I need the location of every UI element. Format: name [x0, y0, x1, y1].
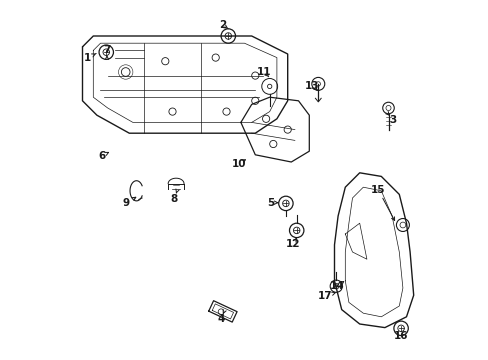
Text: 9: 9: [122, 198, 130, 208]
Text: 1: 1: [84, 53, 91, 63]
Text: 16: 16: [393, 330, 407, 341]
Text: 8: 8: [170, 194, 178, 204]
Text: 6: 6: [99, 150, 106, 161]
Text: 7: 7: [103, 45, 110, 55]
Text: 13: 13: [305, 81, 319, 91]
Text: 15: 15: [370, 185, 385, 195]
Text: 5: 5: [266, 198, 274, 208]
Text: 12: 12: [285, 239, 300, 249]
Text: 2: 2: [219, 20, 226, 30]
Text: 10: 10: [231, 159, 246, 169]
Text: 4: 4: [217, 314, 224, 324]
Text: 3: 3: [389, 114, 396, 125]
Text: 11: 11: [257, 67, 271, 77]
Text: 14: 14: [329, 281, 344, 291]
Text: 17: 17: [318, 291, 332, 301]
